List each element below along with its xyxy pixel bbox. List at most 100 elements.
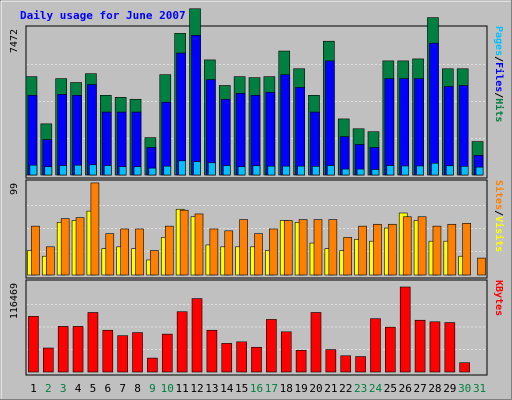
- bar-files: [87, 84, 97, 176]
- bar-sites: [298, 219, 308, 276]
- bar-sites: [313, 219, 323, 276]
- bar-sites: [358, 225, 367, 276]
- x-tick-label: 6: [104, 382, 111, 395]
- bar-files: [265, 92, 276, 176]
- x-tick-label: 9: [149, 382, 156, 395]
- bar-pages: [401, 165, 410, 176]
- bar-files: [444, 86, 454, 176]
- bar-sites: [447, 223, 457, 276]
- bar-files: [206, 79, 216, 176]
- x-tick-label: 26: [399, 382, 412, 395]
- bar-pages: [89, 164, 97, 176]
- bar-kbytes: [117, 335, 128, 373]
- x-tick-label: 27: [413, 382, 426, 395]
- x-tick-label: 15: [235, 382, 248, 395]
- bar-sites: [402, 216, 412, 276]
- x-tick-label: 20: [309, 382, 322, 395]
- x-tick-label: 8: [134, 382, 141, 395]
- x-tick-label: 10: [161, 382, 174, 395]
- bar-sites: [283, 220, 293, 276]
- bar-kbytes: [72, 326, 84, 373]
- x-tick-label: 2: [45, 382, 52, 395]
- bar-pages: [222, 165, 231, 176]
- bar-sites: [343, 237, 353, 276]
- bar-kbytes: [251, 346, 262, 373]
- bar-kbytes: [310, 312, 322, 373]
- legend-item: /: [493, 92, 504, 98]
- bar-files: [250, 95, 261, 176]
- bar-sites: [417, 216, 427, 276]
- legend-item: KBytes: [493, 280, 504, 316]
- legend-item: Visits: [493, 216, 505, 252]
- x-tick-label: 30: [458, 382, 471, 395]
- x-tick-label: 13: [205, 382, 218, 395]
- bar-pages: [59, 165, 67, 176]
- bar-files: [295, 87, 305, 176]
- bar-pages: [252, 165, 261, 176]
- bar-pages: [446, 165, 454, 176]
- bar-sites: [477, 257, 486, 276]
- bar-pages: [208, 162, 216, 176]
- x-tick-label: 23: [354, 382, 367, 395]
- bar-sites: [60, 218, 70, 276]
- legend-volume: KBytes: [493, 280, 504, 316]
- legend-item: /: [493, 210, 504, 216]
- bar-kbytes: [429, 321, 441, 373]
- legend-item: Hits: [493, 98, 505, 122]
- bar-sites: [31, 225, 40, 276]
- bar-files: [384, 78, 395, 176]
- bar-sites: [105, 233, 115, 276]
- bar-pages: [312, 166, 320, 176]
- bar-pages: [431, 162, 439, 176]
- y-max-label: 99: [9, 183, 20, 195]
- x-tick-label: 22: [339, 382, 352, 395]
- legend-item: Sites: [493, 180, 505, 210]
- y-max-label: 7472: [9, 29, 20, 53]
- bar-pages: [118, 166, 127, 176]
- bar-kbytes: [191, 298, 203, 373]
- bar-pages: [371, 169, 380, 176]
- x-tick-label: 28: [428, 382, 441, 395]
- bar-files: [310, 111, 320, 176]
- bar-kbytes: [295, 350, 307, 373]
- bar-pages: [133, 166, 142, 176]
- bar-pages: [341, 168, 350, 176]
- bar-files: [458, 85, 469, 176]
- x-tick-label: 19: [294, 382, 307, 395]
- bar-sites: [164, 225, 174, 276]
- bar-sites: [462, 223, 471, 276]
- x-tick-label: 25: [384, 382, 397, 395]
- bar-kbytes: [340, 355, 352, 373]
- bar-kbytes: [87, 312, 99, 373]
- bar-sites: [254, 233, 263, 276]
- bar-kbytes: [414, 319, 426, 373]
- bar-sites: [388, 223, 397, 276]
- x-tick-label: 12: [190, 382, 203, 395]
- x-tick-label: 4: [75, 382, 82, 395]
- bar-kbytes: [236, 341, 247, 373]
- bar-kbytes: [161, 333, 173, 373]
- panel-visitors: 99 Sites/Visits: [9, 179, 505, 279]
- x-tick-label: 5: [90, 382, 97, 395]
- x-tick-label: 29: [443, 382, 456, 395]
- bar-files: [429, 42, 439, 176]
- bar-files: [116, 111, 127, 176]
- bar-kbytes: [57, 326, 69, 373]
- x-tick-label: 21: [324, 382, 337, 395]
- x-tick-label: 11: [176, 382, 189, 395]
- bar-kbytes: [28, 316, 39, 373]
- bar-sites: [328, 219, 338, 276]
- bar-pages: [475, 166, 484, 176]
- bar-pages: [148, 167, 157, 176]
- bar-kbytes: [43, 347, 54, 373]
- bar-pages: [282, 165, 291, 176]
- bar-sites: [179, 209, 189, 276]
- bar-files: [414, 78, 424, 176]
- bar-sites: [75, 217, 85, 276]
- panel-volume: 116469 KBytes: [9, 279, 504, 376]
- bar-kbytes: [176, 311, 188, 373]
- bar-pages: [386, 165, 395, 176]
- x-tick-label: 18: [280, 382, 293, 395]
